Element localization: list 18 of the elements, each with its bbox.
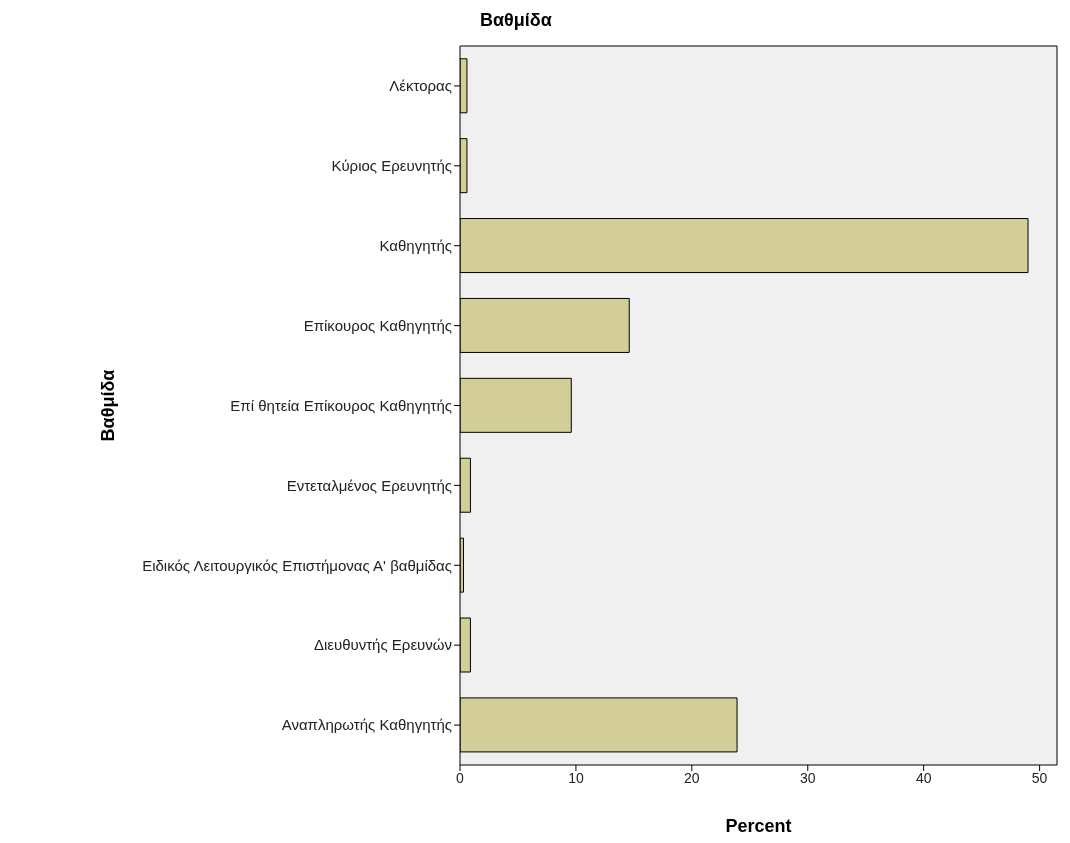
y-tick-label: Διευθυντής Ερευνών	[313, 636, 452, 654]
y-tick-label: Ειδικός Λειτουργικός Επιστήμονας Α' βαθμίδας	[142, 556, 452, 574]
x-tick-label: 0	[456, 769, 465, 786]
y-tick-label: Λέκτορας	[389, 77, 452, 95]
x-tick-label: 50	[1031, 769, 1048, 786]
x-tick-label: 10	[568, 769, 584, 786]
x-tick-label: 20	[684, 769, 700, 786]
y-tick-label: Εντεταλμένος Ερευνητής	[286, 476, 452, 494]
x-tick-label: 30	[799, 769, 816, 786]
y-tick-label: Επίκουρος Καθηγητής	[303, 316, 452, 334]
x-axis-title: Percent	[725, 816, 792, 836]
x-tick-label: 40	[915, 769, 932, 786]
chart-title: Βαθμίδα	[480, 10, 552, 31]
y-tick-label: Επί θητεία Επίκουρος Καθηγητής	[230, 396, 452, 414]
y-tick-label: Αναπληρωτής Καθηγητής	[281, 716, 452, 734]
y-axis-title: Βαθμίδα	[98, 369, 119, 442]
y-tick-label: Καθηγητής	[379, 237, 452, 255]
y-tick-label: Κύριος Ερευνητής	[331, 157, 452, 175]
